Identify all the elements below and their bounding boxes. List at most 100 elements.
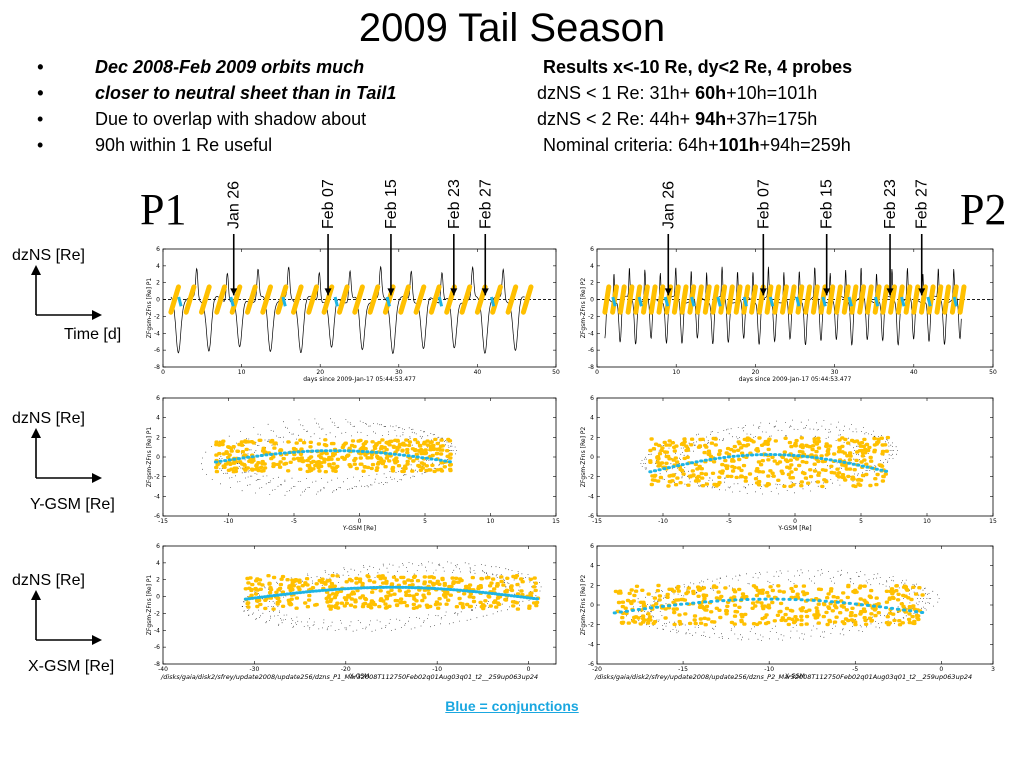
event-arrow-head bbox=[387, 288, 395, 296]
x-tick-label: 40 bbox=[910, 369, 918, 376]
orbit-dot-trail bbox=[241, 563, 506, 631]
plot-frame bbox=[162, 545, 557, 665]
y-tick-label: -2 bbox=[154, 313, 160, 320]
result-part: Results x<-10 Re, dy<2 Re, 4 probes bbox=[543, 57, 853, 77]
event-arrow-head bbox=[481, 288, 489, 296]
y-tick-label: 4 bbox=[156, 415, 160, 422]
y-tick-label: -6 bbox=[588, 347, 594, 354]
event-label: Feb 15 bbox=[819, 179, 836, 229]
x-tick-label: 50 bbox=[552, 369, 560, 376]
y-tick-label: 0 bbox=[590, 297, 594, 304]
orbit-dot-trail bbox=[651, 569, 931, 641]
event-arrow-head bbox=[823, 288, 831, 296]
y-tick-label: -4 bbox=[588, 641, 594, 648]
y-tick-label: 6 bbox=[156, 246, 160, 253]
y-tick-label: -6 bbox=[588, 661, 594, 668]
x-axis-label: days since 2009-Jan-17 05:44:53.477 bbox=[739, 376, 852, 383]
x-tick-label: -15 bbox=[158, 518, 168, 525]
x-tick-label: 0 bbox=[161, 369, 165, 376]
y-tick-label: -2 bbox=[154, 610, 160, 617]
event-label: Feb 07 bbox=[755, 179, 772, 229]
bullet-dot: • bbox=[37, 57, 44, 77]
y-tick-label: 2 bbox=[590, 280, 594, 287]
y-axis-label: ZFgsm-ZFns [Re] P1 bbox=[146, 575, 153, 636]
event-label: Jan 26 bbox=[660, 181, 677, 229]
y-tick-label: 6 bbox=[590, 395, 594, 402]
axis-arrowhead bbox=[92, 635, 102, 645]
orbit-dot-trail bbox=[245, 566, 510, 627]
x-tick-label: -40 bbox=[158, 666, 168, 673]
y-tick-label: 4 bbox=[590, 415, 594, 422]
side-label-bottom: X-GSM [Re] bbox=[28, 658, 115, 675]
x-tick-label: -15 bbox=[678, 666, 688, 673]
x-tick-label: -5 bbox=[291, 518, 297, 525]
x-tick-label: 15 bbox=[989, 518, 997, 525]
y-tick-label: -2 bbox=[588, 474, 594, 481]
event-arrow-head bbox=[886, 288, 894, 296]
y-tick-label: -4 bbox=[588, 493, 594, 500]
result-text: dzNS < 1 Re: 31h+ 60h+10h=101h bbox=[537, 82, 817, 104]
orbit-dot-trail bbox=[242, 564, 507, 629]
bullet-text: • closer to neutral sheet than in Tail1 bbox=[37, 83, 397, 103]
y-tick-label: 2 bbox=[156, 577, 160, 584]
event-label: Jan 26 bbox=[226, 181, 243, 229]
series-conjunction bbox=[648, 453, 889, 474]
y-tick-label: -4 bbox=[588, 330, 594, 337]
series-trace bbox=[170, 265, 525, 355]
axis-arrowhead bbox=[31, 428, 41, 438]
plot-frame bbox=[162, 248, 557, 368]
series-orbit-dots bbox=[201, 418, 457, 496]
result-text: dzNS < 2 Re: 44h+ 94h+37h=175h bbox=[537, 108, 817, 130]
x-tick-label: -10 bbox=[224, 518, 234, 525]
y-tick-label: -6 bbox=[154, 513, 160, 520]
event-label: Feb 15 bbox=[383, 179, 400, 229]
probe-label-p1: P1 bbox=[140, 185, 187, 234]
y-tick-label: 6 bbox=[156, 543, 160, 550]
bullet-text: • Dec 2008-Feb 2009 orbits much bbox=[37, 57, 365, 77]
y-tick-label: -2 bbox=[588, 313, 594, 320]
x-tick-label: 50 bbox=[989, 369, 997, 376]
event-arrow-head bbox=[450, 288, 458, 296]
chart-p1-ygsm: -15 -10 -5 0 5 10 15 -6 -4 -2 0 2 4 6 Y-GSM [Re] ZFgsm-… bbox=[146, 395, 560, 532]
y-tick-label: 0 bbox=[590, 454, 594, 461]
y-tick-label: -2 bbox=[154, 474, 160, 481]
y-tick-label: 2 bbox=[156, 434, 160, 441]
event-arrow-head bbox=[918, 288, 926, 296]
footer-note[interactable]: Blue = conjunctions bbox=[445, 698, 579, 714]
bullet-dot: • bbox=[37, 135, 44, 155]
y-tick-label: -8 bbox=[154, 364, 160, 371]
y-tick-label: 0 bbox=[156, 454, 160, 461]
series-fit bbox=[168, 284, 534, 315]
x-tick-label: 0 bbox=[527, 666, 531, 673]
x-tick-label: 10 bbox=[487, 518, 495, 525]
y-tick-label: -6 bbox=[154, 644, 160, 651]
x-tick-label: -10 bbox=[658, 518, 668, 525]
page-title: 2009 Tail Season bbox=[358, 6, 666, 50]
y-tick-label: 4 bbox=[156, 263, 160, 270]
y-tick-label: 6 bbox=[590, 246, 594, 253]
event-arrow-head bbox=[230, 288, 238, 296]
y-tick-label: -6 bbox=[588, 513, 594, 520]
plot-frame bbox=[596, 248, 994, 368]
x-tick-label: -15 bbox=[592, 518, 602, 525]
y-tick-label: -2 bbox=[588, 622, 594, 629]
y-tick-label: -8 bbox=[154, 661, 160, 668]
event-label: Feb 23 bbox=[882, 179, 899, 229]
y-tick-label: -4 bbox=[154, 493, 160, 500]
x-tick-label: 0 bbox=[793, 518, 797, 525]
series-fit bbox=[602, 284, 967, 315]
bullet-text: • Due to overlap with shadow about bbox=[37, 109, 367, 129]
x-tick-label: 40 bbox=[474, 369, 482, 376]
side-label-top: dzNS [Re] bbox=[12, 410, 85, 427]
x-tick-label: 10 bbox=[238, 369, 246, 376]
event-arrow-head bbox=[664, 288, 672, 296]
x-tick-label: -10 bbox=[764, 666, 774, 673]
y-tick-label: 0 bbox=[590, 602, 594, 609]
file-path: /disks/gaia/disk2/sfrey/update2008/updat… bbox=[594, 673, 972, 681]
x-axis-label: X-GSM bbox=[350, 673, 370, 680]
x-tick-label: -20 bbox=[592, 666, 602, 673]
x-tick-label: 5 bbox=[423, 518, 427, 525]
series-fit bbox=[214, 437, 453, 474]
